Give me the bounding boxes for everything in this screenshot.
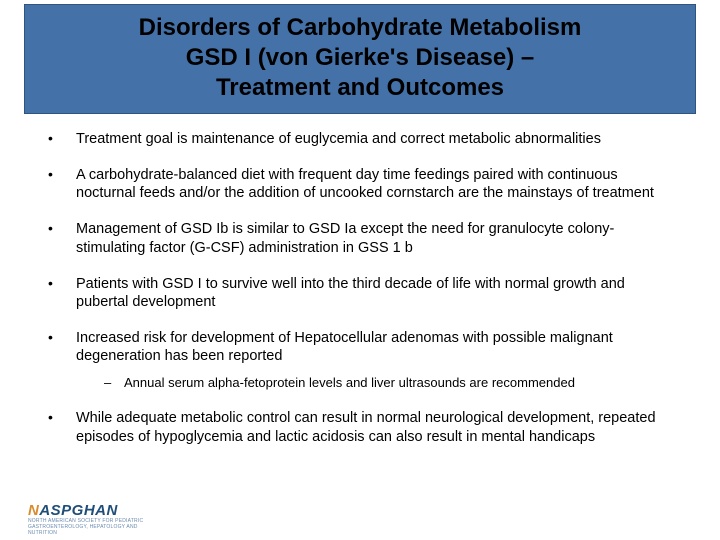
title-line-1: Disorders of Carbohydrate Metabolism [139,14,582,41]
naspghan-logo: NASPGHAN NORTH AMERICAN SOCIETY FOR PEDI… [28,502,148,530]
bullet-list: Treatment goal is maintenance of euglyce… [40,130,680,446]
logo-wordmark: NASPGHAN [28,502,148,519]
logo-accent-letter: N [28,502,39,519]
bullet-text: A carbohydrate-balanced diet with freque… [76,167,654,201]
content-area: Treatment goal is maintenance of euglyce… [40,130,680,492]
slide-title: Disorders of Carbohydrate Metabolism GSD… [37,13,683,103]
bullet-text: Management of GSD Ib is similar to GSD I… [76,221,614,255]
bullet-text: Patients with GSD I to survive well into… [76,276,625,310]
logo-subtitle: NORTH AMERICAN SOCIETY FOR PEDIATRIC GAS… [28,518,148,536]
bullet-item: Management of GSD Ib is similar to GSD I… [40,220,680,256]
sub-bullet-list: Annual serum alpha-fetoprotein levels an… [76,375,680,391]
bullet-text: Increased risk for development of Hepato… [76,330,613,364]
title-line-2: GSD I (von Gierke's Disease) – [186,44,535,71]
bullet-item: A carbohydrate-balanced diet with freque… [40,166,680,202]
title-banner: Disorders of Carbohydrate Metabolism GSD… [24,4,696,114]
logo-rest: ASPGHAN [39,502,118,519]
sub-bullet-text: Annual serum alpha-fetoprotein levels an… [124,375,575,390]
bullet-item: Increased risk for development of Hepato… [40,329,680,392]
bullet-item: While adequate metabolic control can res… [40,409,680,445]
bullet-item: Patients with GSD I to survive well into… [40,275,680,311]
title-line-3: Treatment and Outcomes [216,74,504,101]
bullet-text: Treatment goal is maintenance of euglyce… [76,131,601,147]
bullet-item: Treatment goal is maintenance of euglyce… [40,130,680,148]
bullet-text: While adequate metabolic control can res… [76,410,656,444]
slide-container: Disorders of Carbohydrate Metabolism GSD… [0,0,720,540]
sub-bullet-item: Annual serum alpha-fetoprotein levels an… [76,375,680,391]
